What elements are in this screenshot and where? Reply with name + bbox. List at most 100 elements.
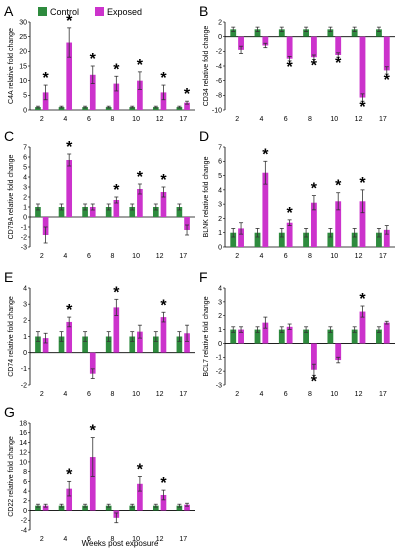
y-tick-label: -4 [216, 63, 222, 70]
bar-control-12 [351, 29, 358, 37]
y-tick-label: 4 [218, 285, 222, 292]
bar-exposed-12 [359, 36, 366, 98]
y-axis-label: CD34 relative fold change [203, 26, 210, 107]
x-tick-label: 10 [330, 116, 338, 123]
x-tick-label: 8 [111, 391, 115, 398]
bar-exposed-10 [137, 331, 143, 353]
y-tick-label: 12 [19, 450, 27, 457]
y-tick-label: 15 [19, 63, 27, 70]
panel-letter: G [4, 404, 15, 420]
y-tick-label: 0 [23, 214, 27, 221]
bar-exposed-17 [383, 322, 390, 344]
y-tick-label: 0 [23, 508, 27, 515]
x-tick-label: 10 [330, 391, 338, 398]
y-tick-label: 2 [23, 194, 27, 201]
y-axis-label: CD22 relative fold change [8, 436, 15, 517]
significance-star: * [113, 284, 120, 301]
y-tick-label: 3 [218, 202, 222, 209]
bar-control-2 [230, 232, 237, 247]
panel-letter: F [199, 269, 208, 285]
panel-b: B -10 -8 -6 -4 -2 0 2 CD34 relative fold change 2… [199, 3, 395, 123]
y-tick-label: 7 [218, 144, 222, 151]
bar-exposed-17 [383, 36, 390, 71]
panel-letter: E [4, 269, 13, 285]
significance-star: * [137, 57, 144, 74]
bar-exposed-2 [42, 338, 49, 353]
y-tick-label: 3 [218, 299, 222, 306]
bar-exposed-6 [89, 457, 96, 511]
bar-exposed-12 [359, 201, 366, 247]
y-tick-label: 6 [218, 159, 222, 166]
bar-control-2 [230, 329, 237, 344]
y-axis-label: CD79A relative fold change [8, 154, 15, 239]
x-tick-label: 17 [179, 116, 187, 123]
x-tick-label: 6 [284, 253, 288, 260]
bar-control-10 [129, 107, 136, 110]
y-tick-label: 7 [23, 144, 27, 151]
bar-control-10 [129, 207, 136, 217]
y-tick-label: 4 [23, 174, 27, 181]
x-tick-label: 17 [379, 253, 387, 260]
y-tick-label: -8 [216, 93, 222, 100]
bar-exposed-17 [184, 102, 190, 110]
y-tick-label: 0 [218, 244, 222, 251]
x-tick-label: 2 [235, 253, 239, 260]
x-tick-label: 4 [259, 391, 263, 398]
bar-exposed-6 [286, 222, 293, 247]
significance-star: * [66, 466, 73, 483]
bar-exposed-2 [42, 92, 49, 110]
bar-exposed-4 [66, 321, 73, 353]
bar-exposed-17 [184, 333, 190, 353]
bar-control-10 [327, 29, 334, 37]
y-tick-label: 14 [19, 440, 27, 447]
y-tick-label: 2 [218, 19, 222, 26]
x-tick-label: 12 [156, 391, 164, 398]
y-tick-label: -1 [216, 355, 222, 362]
x-axis-label: Weeks post exposure [82, 539, 159, 548]
significance-star: * [184, 86, 191, 103]
bar-exposed-2 [238, 228, 244, 247]
bar-exposed-8 [311, 343, 317, 370]
y-tick-label: -3 [21, 244, 27, 251]
bar-control-12 [152, 505, 159, 511]
x-tick-label: 4 [63, 116, 67, 123]
panel-a: A 0 5 10 15 20 25 30 C4A relative fold change 2 4 6… [4, 3, 195, 123]
legend: Control Exposed [38, 7, 142, 17]
x-tick-label: 12 [355, 116, 363, 123]
bar-control-6 [82, 207, 88, 217]
bar-control-12 [351, 329, 358, 344]
bar-exposed-17 [184, 217, 190, 230]
y-tick-label: 1 [218, 230, 222, 237]
significance-star: * [359, 291, 366, 308]
x-tick-label: 10 [132, 116, 140, 123]
significance-star: * [137, 169, 144, 186]
x-tick-label: 4 [259, 116, 263, 123]
bar-exposed-10 [335, 201, 342, 247]
bar-control-17 [176, 336, 183, 353]
y-tick-label: 1 [23, 204, 27, 211]
y-tick-label: -4 [21, 527, 27, 534]
y-axis-label: BCL7 relative fold change [203, 296, 210, 376]
bar-control-4 [254, 329, 261, 344]
significance-star: * [160, 475, 167, 492]
x-tick-label: 8 [111, 253, 115, 260]
legend-label-control: Control [50, 7, 79, 17]
x-tick-label: 8 [111, 116, 115, 123]
legend-label-exposed: Exposed [107, 7, 142, 17]
x-tick-label: 6 [87, 253, 91, 260]
y-tick-label: 0 [218, 341, 222, 348]
bar-control-8 [105, 505, 112, 511]
bar-control-4 [58, 505, 65, 511]
x-tick-label: 4 [63, 536, 67, 543]
bar-control-17 [176, 107, 183, 110]
bar-exposed-6 [89, 74, 96, 110]
bar-control-6 [278, 29, 285, 37]
bar-exposed-8 [311, 36, 317, 58]
bar-control-6 [82, 336, 88, 353]
bar-exposed-4 [66, 488, 73, 511]
panel-g: G -4 -2 0 2 4 6 8 10 12 14 16 18 CD22 relative fold c… [4, 404, 195, 543]
significance-star: * [42, 70, 49, 87]
y-tick-label: 1 [218, 327, 222, 334]
y-tick-label: -2 [21, 234, 27, 241]
